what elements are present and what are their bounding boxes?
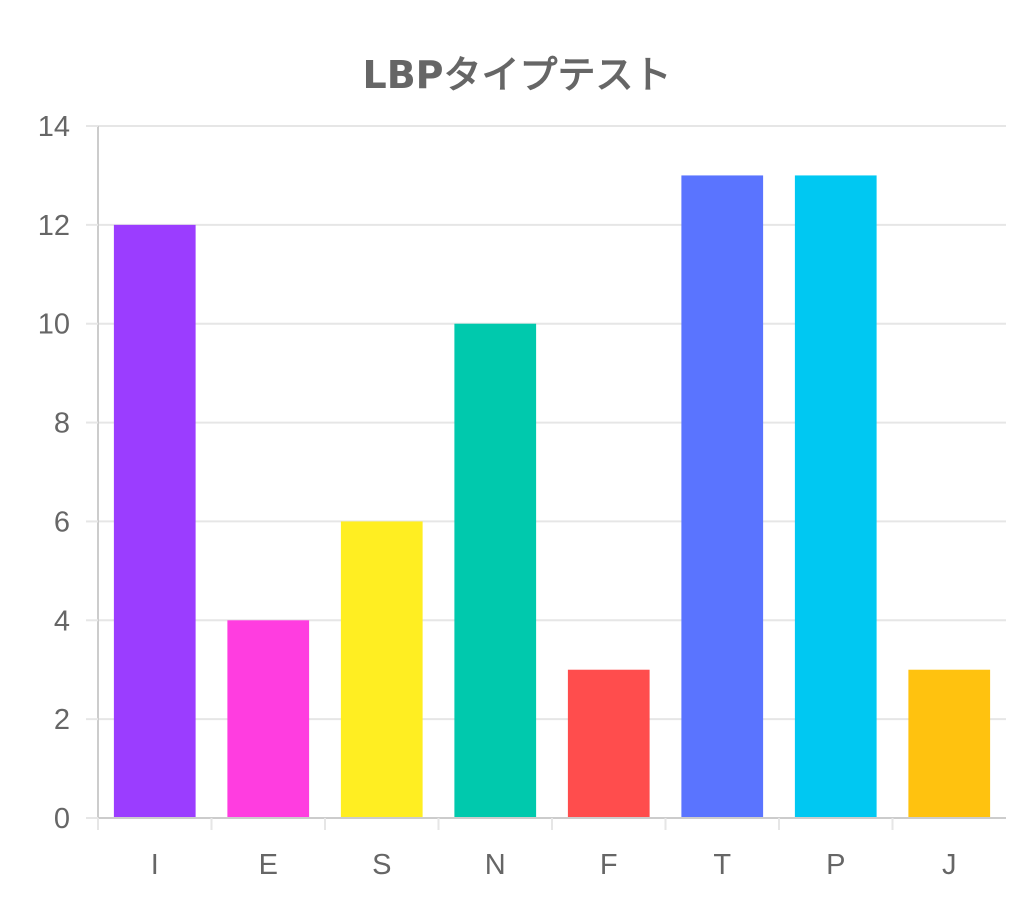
y-tick-label: 2 [54, 704, 70, 736]
bar-e [227, 620, 310, 818]
bars [113, 175, 991, 818]
y-tick-label: 8 [54, 408, 70, 440]
chart-title: LBPタイプテスト [362, 53, 671, 97]
x-tick-label: J [942, 849, 957, 881]
x-tick-label: P [826, 849, 845, 881]
bar-f [567, 669, 650, 818]
bar-j [908, 669, 991, 818]
x-tick-label: S [372, 849, 391, 881]
bar-s [340, 521, 423, 818]
x-tick-label: E [259, 849, 278, 881]
x-tick-label: N [485, 849, 506, 881]
bar-i [113, 224, 196, 818]
axes [86, 126, 1006, 819]
x-tick-label: T [713, 849, 731, 881]
bar-n [454, 323, 537, 818]
x-tick-label: F [600, 849, 618, 881]
y-tick-label: 10 [38, 309, 70, 341]
y-tick-label: 12 [38, 210, 70, 242]
bar-t [681, 175, 764, 818]
y-tick-label: 0 [54, 803, 70, 835]
y-axis-ticks: 0 2 4 6 8 10 12 14 [38, 111, 98, 835]
y-tick-label: 4 [54, 605, 70, 637]
y-tick-label: 6 [54, 506, 70, 538]
x-tick-label: I [151, 849, 159, 881]
y-tick-label: 14 [38, 111, 70, 143]
bar-p [794, 175, 877, 818]
